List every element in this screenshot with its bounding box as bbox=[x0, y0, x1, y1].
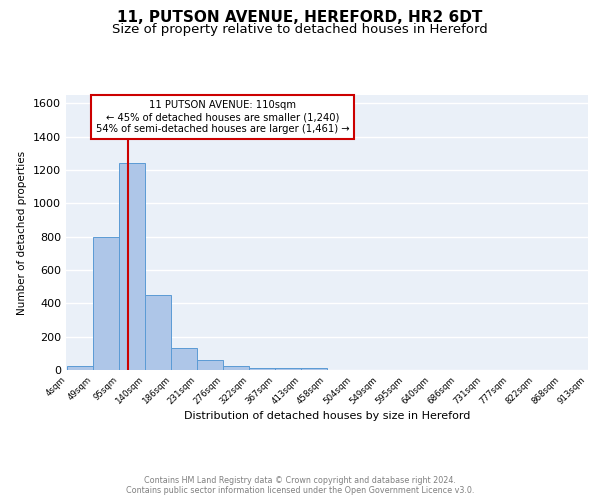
Bar bbox=[171, 348, 197, 370]
Bar bbox=[223, 366, 249, 370]
Bar bbox=[197, 360, 223, 370]
Text: 11, PUTSON AVENUE, HEREFORD, HR2 6DT: 11, PUTSON AVENUE, HEREFORD, HR2 6DT bbox=[118, 10, 482, 25]
X-axis label: Distribution of detached houses by size in Hereford: Distribution of detached houses by size … bbox=[184, 412, 470, 422]
Text: 11 PUTSON AVENUE: 110sqm
← 45% of detached houses are smaller (1,240)
54% of sem: 11 PUTSON AVENUE: 110sqm ← 45% of detach… bbox=[96, 100, 349, 134]
Bar bbox=[145, 295, 171, 370]
Bar bbox=[93, 236, 119, 370]
Y-axis label: Number of detached properties: Number of detached properties bbox=[17, 150, 28, 314]
Bar bbox=[67, 366, 93, 370]
Bar bbox=[119, 164, 145, 370]
Bar bbox=[301, 368, 327, 370]
Bar bbox=[275, 368, 301, 370]
Text: Contains HM Land Registry data © Crown copyright and database right 2024.
Contai: Contains HM Land Registry data © Crown c… bbox=[126, 476, 474, 495]
Text: Size of property relative to detached houses in Hereford: Size of property relative to detached ho… bbox=[112, 22, 488, 36]
Bar bbox=[249, 368, 275, 370]
